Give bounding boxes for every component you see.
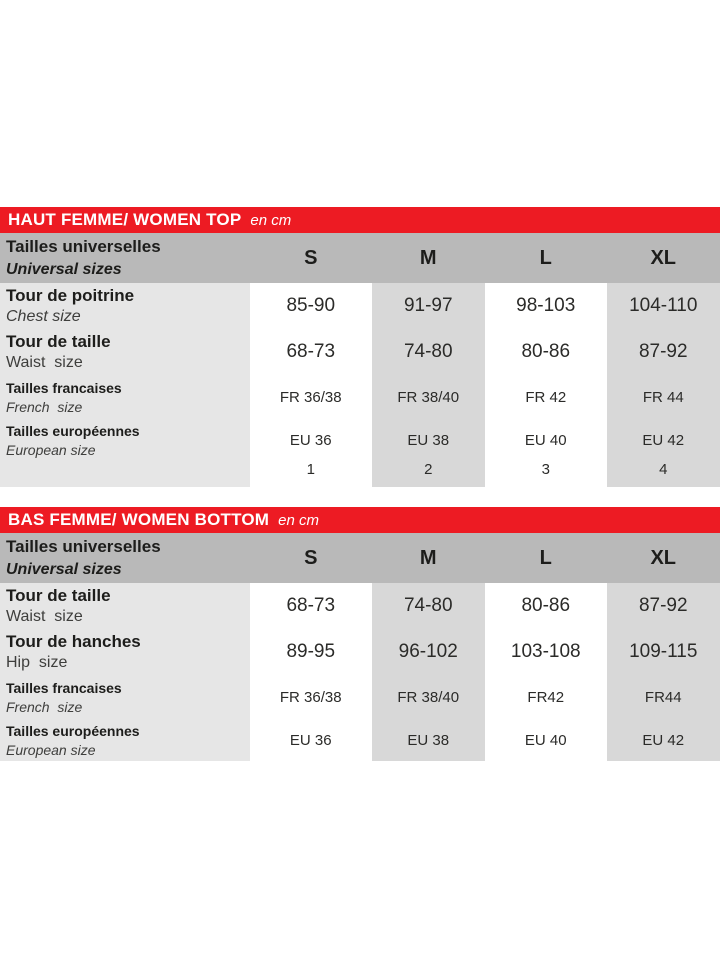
size-table-women-bottom: BAS FEMME/ WOMEN BOTTOM en cm Tailles un…	[0, 507, 720, 761]
row-label-en: French size	[6, 698, 83, 715]
table-row-waist: Tour de taille Waist size 68-73 74-80 80…	[0, 329, 720, 375]
table-row-chest: Tour de poitrine Chest size 85-90 91-97 …	[0, 283, 720, 329]
size-value-xl: 4	[606, 461, 720, 487]
header-label-cell: Tailles universelles Universal sizes	[0, 535, 250, 580]
size-value-l: 80-86	[489, 583, 603, 629]
row-label-fr: Tailles francaises	[6, 380, 122, 397]
table-title: BAS FEMME/ WOMEN BOTTOM	[8, 510, 270, 529]
size-value-m: EU 38	[371, 720, 485, 761]
row-label-fr: Tour de taille	[6, 331, 111, 351]
table-title-bar: BAS FEMME/ WOMEN BOTTOM en cm	[0, 507, 720, 533]
size-value-s: FR 36/38	[254, 675, 368, 720]
size-value-m: FR 38/40	[371, 675, 485, 720]
row-label-en: Waist size	[6, 353, 83, 371]
size-value-m: 96-102	[371, 629, 485, 675]
size-value-m: EU 38	[371, 420, 485, 461]
size-column-header-m: M	[419, 246, 437, 269]
size-value-m: 74-80	[371, 329, 485, 375]
size-value-xl: FR 44	[606, 375, 720, 420]
row-label-cell: Tour de taille Waist size	[0, 329, 250, 375]
row-label-cell: Tour de poitrine Chest size	[0, 283, 250, 329]
size-value-xl: 87-92	[606, 329, 720, 375]
row-label-en: Chest size	[6, 307, 81, 325]
size-value-l: 3	[489, 461, 603, 487]
row-label-fr: Tour de taille	[6, 585, 111, 605]
row-label-fr: Tailles européennes	[6, 423, 140, 440]
row-label-en: Waist size	[6, 607, 83, 625]
size-value-xl: FR44	[606, 675, 720, 720]
row-label-cell: Tour de taille Waist size	[0, 583, 250, 629]
size-value-l: EU 40	[489, 420, 603, 461]
row-label-en: Hip size	[6, 653, 68, 671]
table-row-french-size: Tailles francaises French size FR 36/38 …	[0, 375, 720, 420]
row-label-en: European size	[6, 741, 96, 758]
header-label-fr: Tailles universelles	[6, 237, 161, 257]
row-label-cell: Tailles européennes European size	[0, 720, 250, 761]
header-label-en: Universal sizes	[6, 260, 122, 278]
size-column-header-m: M	[419, 546, 437, 569]
row-label-en: French size	[6, 398, 83, 415]
row-label-cell	[0, 461, 250, 487]
size-value-s: EU 36	[254, 720, 368, 761]
size-column-header-s: S	[304, 546, 318, 569]
table-row-european-size: Tailles européennes European size EU 36 …	[0, 720, 720, 761]
row-label-cell: Tailles francaises French size	[0, 375, 250, 420]
row-label-cell: Tour de hanches Hip size	[0, 629, 250, 675]
size-value-m: 91-97	[371, 283, 485, 329]
size-column-header-s: S	[304, 246, 318, 269]
table-row-french-size: Tailles francaises French size FR 36/38 …	[0, 675, 720, 720]
table-unit-label: en cm	[278, 511, 320, 529]
size-value-s: 1	[254, 461, 368, 487]
size-value-s: 68-73	[254, 583, 368, 629]
size-value-m: 74-80	[371, 583, 485, 629]
table-unit-label: en cm	[250, 211, 292, 229]
size-column-header-l: L	[539, 246, 552, 269]
size-value-l: EU 40	[489, 720, 603, 761]
size-value-s: 85-90	[254, 283, 368, 329]
row-label-fr: Tour de poitrine	[6, 285, 135, 305]
size-value-xl: EU 42	[606, 420, 720, 461]
table-title: HAUT FEMME/ WOMEN TOP	[8, 210, 242, 229]
row-label-fr: Tour de hanches	[6, 631, 141, 651]
size-value-s: 68-73	[254, 329, 368, 375]
size-column-header-l: L	[539, 546, 552, 569]
table-row-size-index: 1 2 3 4	[0, 461, 720, 487]
size-value-l: 80-86	[489, 329, 603, 375]
table-title-bar: HAUT FEMME/ WOMEN TOP en cm	[0, 207, 720, 233]
size-value-s: FR 36/38	[254, 375, 368, 420]
size-value-m: 2	[371, 461, 485, 487]
table-row-waist: Tour de taille Waist size 68-73 74-80 80…	[0, 583, 720, 629]
header-label-en: Universal sizes	[6, 560, 122, 578]
size-value-m: FR 38/40	[371, 375, 485, 420]
size-value-s: 89-95	[254, 629, 368, 675]
size-value-xl: EU 42	[606, 720, 720, 761]
row-label-cell: Tailles européennes European size	[0, 420, 250, 461]
size-value-xl: 87-92	[606, 583, 720, 629]
size-value-l: FR 42	[489, 375, 603, 420]
table-row-european-size: Tailles européennes European size EU 36 …	[0, 420, 720, 461]
size-column-header-xl: XL	[650, 546, 677, 569]
row-label-fr: Tailles francaises	[6, 680, 122, 697]
size-value-xl: 109-115	[606, 629, 720, 675]
size-value-l: 98-103	[489, 283, 603, 329]
size-column-header-xl: XL	[650, 246, 677, 269]
table-header-row: Tailles universelles Universal sizes S M…	[0, 233, 720, 283]
size-table-women-top: HAUT FEMME/ WOMEN TOP en cm Tailles univ…	[0, 207, 720, 487]
size-value-l: 103-108	[489, 629, 603, 675]
row-label-fr: Tailles européennes	[6, 723, 140, 740]
header-label-cell: Tailles universelles Universal sizes	[0, 235, 250, 280]
table-row-hip: Tour de hanches Hip size 89-95 96-102 10…	[0, 629, 720, 675]
table-header-row: Tailles universelles Universal sizes S M…	[0, 533, 720, 583]
row-label-en: European size	[6, 441, 96, 458]
size-value-xl: 104-110	[606, 283, 720, 329]
header-label-fr: Tailles universelles	[6, 537, 161, 557]
size-value-l: FR42	[489, 675, 603, 720]
size-value-s: EU 36	[254, 420, 368, 461]
row-label-cell: Tailles francaises French size	[0, 675, 250, 720]
